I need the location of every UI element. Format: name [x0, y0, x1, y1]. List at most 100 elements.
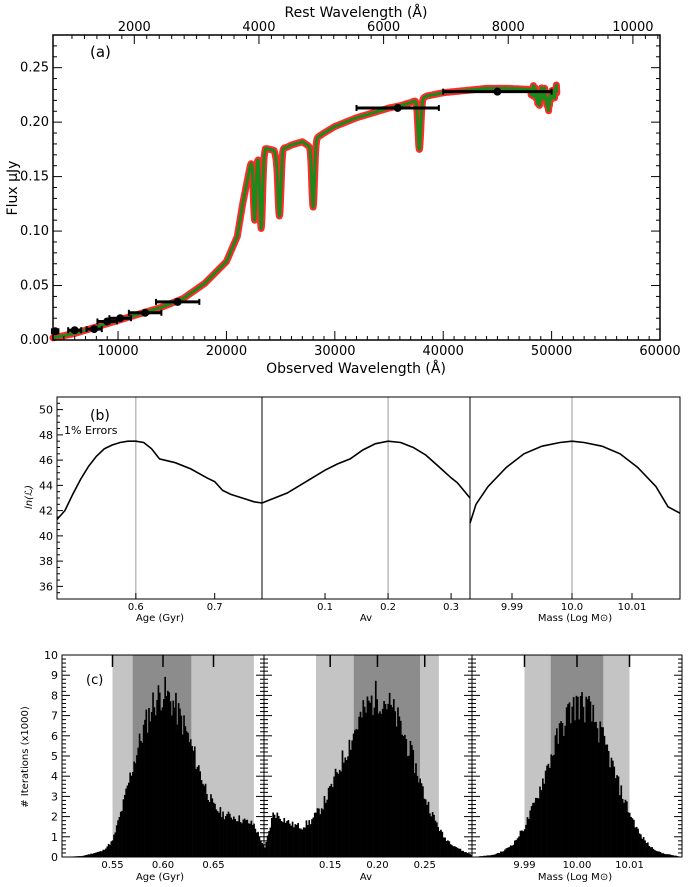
histogram-bar [430, 816, 433, 857]
histogram-bar [642, 837, 645, 857]
photometry-point [70, 326, 79, 335]
histogram-bar [455, 847, 458, 857]
histogram-bar [106, 846, 109, 857]
histogram-bar [391, 707, 394, 857]
histogram-bar [670, 855, 673, 857]
histogram-bar [431, 812, 434, 857]
histogram-bar [596, 728, 599, 857]
histogram-bar [581, 692, 583, 857]
histogram-bar [315, 812, 317, 857]
x-tick-label: 0.65 [202, 860, 224, 871]
histogram-bar [549, 767, 551, 857]
histogram-bar [148, 707, 150, 857]
histogram-bar [105, 848, 107, 857]
histogram-bar [415, 763, 417, 857]
histogram-bar [311, 819, 313, 857]
histogram-bar [218, 812, 220, 857]
top-x-tick-label: 10000 [612, 20, 653, 35]
histogram-bar [241, 823, 243, 857]
histogram-bar [614, 778, 617, 857]
histogram-bar [356, 729, 359, 857]
panel-b-xlabel-mass: Mass (Log M⊙) [538, 613, 612, 624]
histogram-bar [621, 798, 624, 857]
histogram-bar [557, 743, 560, 857]
histogram-bar [526, 817, 529, 857]
histogram-bar [204, 783, 207, 857]
histogram-bar [544, 770, 547, 857]
histogram-bar [546, 765, 548, 857]
histogram-bar [542, 778, 544, 857]
histogram-bar [146, 732, 149, 857]
histogram-bar [582, 706, 585, 857]
histogram-bar [322, 809, 324, 857]
histogram-bar [235, 821, 238, 857]
histogram-bar [433, 814, 435, 857]
histogram-bar [95, 852, 98, 857]
histogram-bar [358, 716, 360, 857]
histogram-bar [163, 699, 165, 857]
histogram-bar [384, 703, 387, 857]
histogram-bar [567, 704, 569, 857]
histogram-bar [302, 827, 305, 857]
histogram-bar [530, 806, 533, 857]
histogram-bar [102, 849, 105, 857]
histogram-bar [372, 715, 374, 857]
histogram-bar [376, 699, 379, 857]
histogram-bar [291, 821, 294, 857]
histogram-bar [304, 827, 306, 857]
histogram-bar [349, 749, 352, 857]
histogram-bar [129, 772, 131, 857]
histogram-bar [202, 783, 204, 857]
y-tick-label: 2 [51, 811, 58, 824]
histogram-bar [522, 831, 525, 857]
histogram-bar [410, 745, 413, 857]
histogram-bar [318, 808, 320, 857]
histogram-bar [370, 695, 373, 857]
histogram-bar [169, 701, 172, 857]
histogram-bar [620, 785, 623, 857]
histogram-bar [251, 824, 254, 857]
x-tick-label: 0.20 [366, 860, 388, 871]
histogram-bar [111, 840, 114, 857]
top-x-tick-label: 8000 [492, 20, 525, 35]
x-tick-label: 50000 [531, 344, 572, 359]
histogram-bar [578, 719, 581, 857]
histogram-bar [336, 772, 338, 857]
histogram-bar [253, 823, 255, 857]
histogram-bar [420, 783, 423, 857]
y-tick-label: 10 [44, 649, 58, 662]
histogram-bar [445, 841, 448, 857]
histogram-bar [149, 721, 152, 857]
y-tick-label: 44 [39, 479, 53, 492]
histogram-bar [641, 838, 644, 857]
histogram-bar [658, 851, 660, 857]
histogram-bar [343, 762, 345, 857]
histogram-bar [90, 853, 92, 857]
histogram-bar [82, 855, 84, 857]
histogram-bar [416, 775, 419, 857]
histogram-bar [437, 827, 440, 857]
histogram-bar [504, 849, 506, 857]
histogram-bar [109, 844, 111, 857]
photometry-point [393, 103, 402, 112]
histogram-bar [669, 854, 672, 857]
histogram-bar [273, 814, 276, 857]
histogram-bar [270, 818, 273, 857]
histogram-bar [295, 824, 298, 857]
histogram-bar [313, 812, 316, 857]
histogram-bar [500, 851, 502, 857]
histogram-bar [207, 799, 210, 857]
histogram-bar [208, 802, 211, 857]
histogram-bar [584, 722, 586, 857]
histogram-bar [516, 838, 519, 857]
histogram-bar [380, 713, 383, 857]
histogram-bar [215, 809, 218, 857]
histogram-bar [187, 732, 189, 857]
histogram-bar [286, 820, 288, 857]
histogram-bar [440, 829, 442, 857]
histogram-bar [288, 823, 291, 857]
y-tick-label: 42 [39, 505, 53, 518]
histogram-bar [284, 822, 287, 857]
histogram-bar [419, 778, 421, 857]
